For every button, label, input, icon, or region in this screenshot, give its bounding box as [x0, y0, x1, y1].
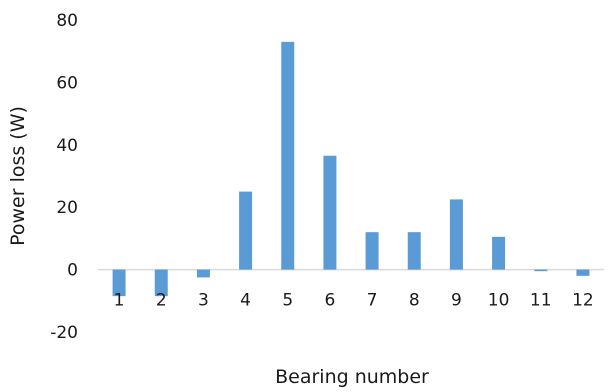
x-tick-label: 9 [451, 291, 462, 311]
bar-12 [576, 269, 590, 276]
x-tick-label: 11 [530, 291, 552, 311]
y-tick-label: -20 [50, 323, 78, 343]
bar-8 [407, 232, 421, 270]
y-tick-label: 40 [56, 136, 78, 156]
x-tick-label: 12 [572, 291, 594, 311]
bar-4 [239, 191, 253, 270]
bar-series [112, 41, 590, 297]
y-tick-label: 80 [56, 11, 78, 31]
x-tick-label: 7 [367, 291, 378, 311]
x-axis-title: Bearing number [275, 366, 429, 388]
y-tick-label: 20 [56, 198, 78, 218]
bar-2 [154, 269, 168, 297]
x-tick-label: 1 [114, 291, 125, 311]
bar-5 [281, 41, 295, 270]
x-tick-label: 10 [488, 291, 510, 311]
bar-6 [323, 155, 337, 270]
y-tick-label: 60 [56, 73, 78, 93]
x-tick-label: 6 [325, 291, 336, 311]
y-tick-label: 0 [67, 261, 78, 281]
y-tick-labels: -20 0 20 40 60 80 [50, 11, 78, 343]
x-tick-label: 2 [156, 291, 167, 311]
x-tick-label: 4 [240, 291, 251, 311]
bar-7 [365, 232, 379, 270]
bar-9 [449, 199, 463, 270]
x-tick-label: 8 [409, 291, 420, 311]
x-tick-labels: 1 2 3 4 5 6 7 8 9 10 11 12 [114, 291, 594, 311]
y-axis-title: Power loss (W) [7, 106, 29, 246]
bar-11 [534, 269, 548, 272]
bar-3 [196, 269, 210, 278]
bar-10 [492, 236, 506, 270]
x-tick-label: 5 [282, 291, 293, 311]
bar-1 [112, 269, 126, 297]
x-tick-label: 3 [198, 291, 209, 311]
